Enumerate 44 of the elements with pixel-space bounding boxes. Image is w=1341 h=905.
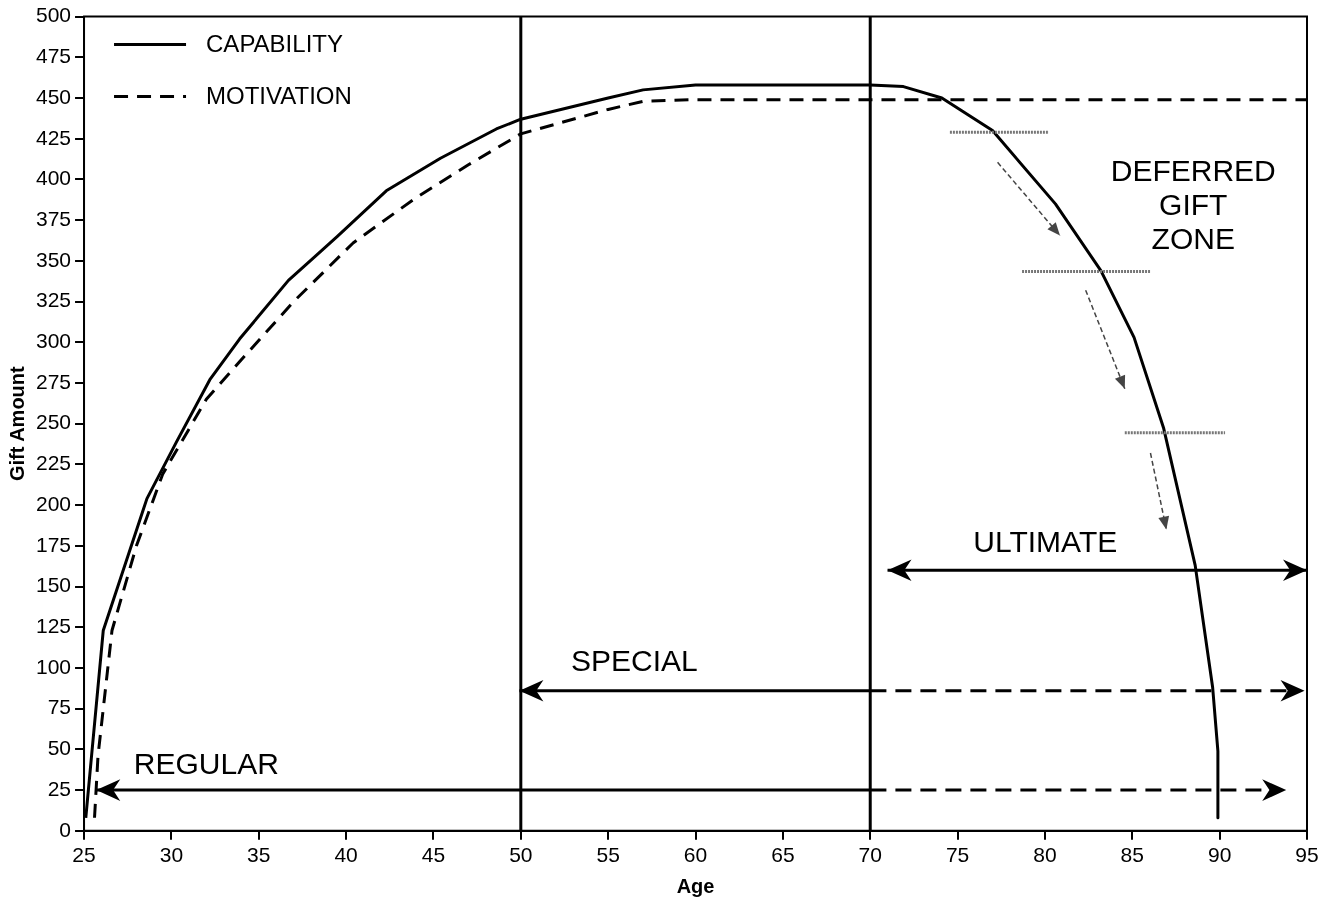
y-tick-label: 275 bbox=[35, 369, 72, 393]
x-tick-label: 50 bbox=[509, 843, 533, 867]
annotation: REGULAR bbox=[133, 746, 279, 780]
y-tick-label: 100 bbox=[35, 654, 72, 678]
y-tick-label: 250 bbox=[35, 410, 72, 434]
x-tick-label: 55 bbox=[596, 843, 620, 867]
y-tick-label: 50 bbox=[47, 736, 72, 760]
y-tick-label: 375 bbox=[35, 206, 72, 230]
y-tick-label: 125 bbox=[35, 614, 72, 638]
x-tick-label: 40 bbox=[334, 843, 358, 867]
y-tick-label: 175 bbox=[35, 532, 72, 556]
y-tick-label: 450 bbox=[35, 84, 72, 108]
x-tick-label: 95 bbox=[1295, 843, 1319, 867]
y-tick-label: 225 bbox=[35, 451, 72, 475]
y-tick-label: 200 bbox=[35, 491, 72, 515]
x-tick-label: 80 bbox=[1033, 843, 1057, 867]
y-tick-label: 150 bbox=[35, 573, 72, 597]
y-tick-label: 350 bbox=[35, 247, 72, 271]
y-tick-label: 425 bbox=[35, 125, 72, 149]
annotation: SPECIAL bbox=[571, 644, 698, 678]
y-axis-title: Gift Amount bbox=[5, 365, 28, 482]
legend-label: MOTIVATION bbox=[206, 82, 352, 110]
y-tick-label: 475 bbox=[35, 44, 72, 68]
x-tick-label: 85 bbox=[1120, 843, 1144, 867]
x-tick-label: 35 bbox=[247, 843, 271, 867]
y-tick-label: 400 bbox=[35, 166, 72, 190]
legend-label: CAPABILITY bbox=[206, 30, 343, 58]
y-tick-label: 300 bbox=[35, 329, 72, 353]
x-axis-title: Age bbox=[676, 874, 715, 897]
x-tick-label: 90 bbox=[1207, 843, 1232, 867]
annotation: DEFERRED GIFT ZONE bbox=[1110, 154, 1276, 256]
x-tick-label: 75 bbox=[945, 843, 970, 867]
x-tick-label: 45 bbox=[421, 843, 446, 867]
x-tick-label: 70 bbox=[858, 843, 882, 867]
y-tick-label: 325 bbox=[35, 288, 72, 312]
x-tick-label: 25 bbox=[72, 843, 96, 867]
x-tick-label: 65 bbox=[771, 843, 795, 867]
x-tick-label: 30 bbox=[159, 843, 184, 867]
annotation: ULTIMATE bbox=[973, 525, 1118, 559]
y-tick-label: 75 bbox=[47, 695, 72, 719]
x-tick-label: 60 bbox=[683, 843, 708, 867]
y-tick-label: 500 bbox=[35, 3, 72, 27]
y-tick-label: 0 bbox=[59, 817, 72, 841]
y-tick-label: 25 bbox=[47, 776, 72, 800]
